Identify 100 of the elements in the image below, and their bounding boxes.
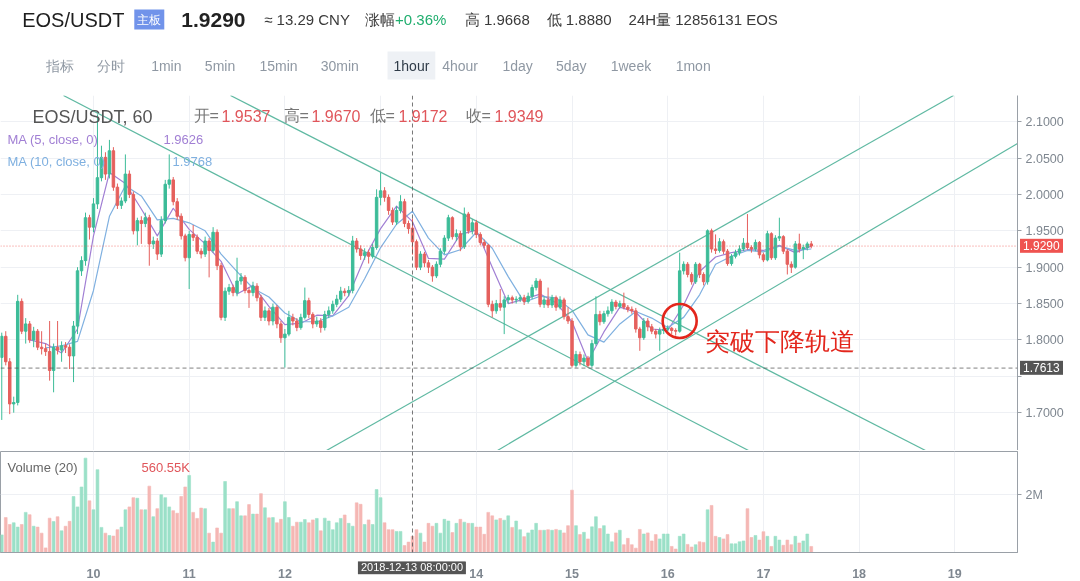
candlestick	[713, 233, 718, 255]
text: 1min	[151, 57, 182, 74]
bar	[646, 532, 650, 553]
bar	[4, 517, 8, 553]
bar	[574, 525, 578, 553]
text: 低 1.8880	[546, 11, 612, 28]
annotation: 1.9537	[221, 107, 271, 125]
bar	[717, 537, 722, 553]
y-tick-label: 2.1000	[1025, 115, 1064, 130]
candlestick	[562, 297, 566, 321]
annotation: 1.9626	[163, 132, 204, 147]
bar	[498, 518, 502, 553]
text: 24H量 12856131 EOS	[628, 11, 778, 28]
annotation: 开=	[193, 107, 219, 124]
bar	[366, 519, 371, 553]
bar	[35, 526, 40, 553]
bar	[618, 529, 622, 553]
y-tick-label: 1.8000	[1025, 333, 1064, 348]
bar	[737, 541, 742, 553]
y-tick-label: 2M	[1025, 487, 1043, 502]
x-tick-label: 17	[756, 566, 771, 581]
bar	[614, 532, 618, 553]
x-tick-label: 10	[86, 566, 101, 581]
bar	[602, 525, 606, 553]
bar	[470, 523, 475, 553]
candlestick	[618, 300, 622, 310]
bar	[235, 501, 239, 553]
bar	[147, 485, 151, 553]
bar	[291, 525, 295, 553]
bar	[231, 508, 235, 553]
candlestick	[797, 233, 802, 254]
bar	[522, 536, 526, 553]
candlestick	[31, 326, 36, 348]
bar	[107, 535, 112, 553]
bar	[450, 532, 455, 553]
bar	[478, 526, 482, 553]
bar	[514, 520, 518, 553]
bar	[263, 507, 267, 553]
bar	[63, 525, 68, 553]
bar	[187, 475, 191, 553]
bar	[666, 533, 670, 553]
annotation: 1.9349	[494, 107, 544, 125]
bar	[279, 519, 283, 553]
bar	[526, 532, 530, 553]
bar	[374, 489, 379, 553]
ref-line-label: 2018-12-13 08:00:00	[357, 561, 467, 575]
bar	[83, 457, 88, 553]
candlestick	[773, 234, 778, 261]
annotation: 收=	[465, 107, 491, 124]
candlestick	[39, 330, 44, 355]
bar	[151, 516, 155, 553]
y-tick-label: 1.8500	[1025, 297, 1064, 312]
bar	[733, 543, 738, 553]
text: 分时	[97, 57, 126, 74]
bar	[343, 514, 347, 553]
candlestick	[323, 310, 327, 331]
bar	[638, 529, 642, 553]
bar	[203, 508, 207, 553]
bar	[207, 532, 211, 553]
bar	[769, 546, 774, 553]
bar	[319, 530, 323, 553]
bar	[677, 536, 682, 553]
bar	[199, 507, 203, 553]
bar	[47, 517, 52, 553]
bar	[721, 538, 726, 553]
bar	[765, 536, 770, 553]
text: 4hour	[442, 57, 479, 74]
bar	[299, 521, 303, 553]
bar	[502, 519, 506, 553]
candlestick	[542, 295, 546, 309]
candlestick	[538, 278, 542, 308]
annotation: 1.9172	[398, 107, 448, 125]
bar	[271, 517, 275, 553]
bar	[27, 514, 32, 553]
bar	[729, 543, 734, 553]
y-tick-label: 1.9000	[1025, 260, 1064, 275]
text: 1.9290	[181, 7, 246, 31]
candlestick	[793, 240, 798, 270]
ref-line-label: 1.7613	[1020, 360, 1063, 375]
bar	[777, 539, 782, 553]
bar	[95, 469, 100, 553]
bar	[506, 515, 510, 553]
bar	[267, 517, 271, 553]
bar	[303, 519, 307, 553]
bar	[466, 523, 471, 553]
bar	[709, 505, 714, 553]
bar	[163, 497, 167, 553]
text: 高 1.9668	[464, 11, 530, 28]
bar	[693, 544, 698, 553]
bar	[494, 519, 498, 553]
bar	[582, 532, 586, 553]
bar	[311, 519, 315, 553]
bar	[131, 497, 136, 553]
candlestick	[582, 353, 586, 367]
bar	[171, 510, 175, 553]
bar	[283, 501, 287, 553]
text: 1mon	[675, 57, 711, 74]
bar	[705, 509, 710, 553]
bar	[809, 546, 813, 553]
bar	[335, 522, 339, 553]
